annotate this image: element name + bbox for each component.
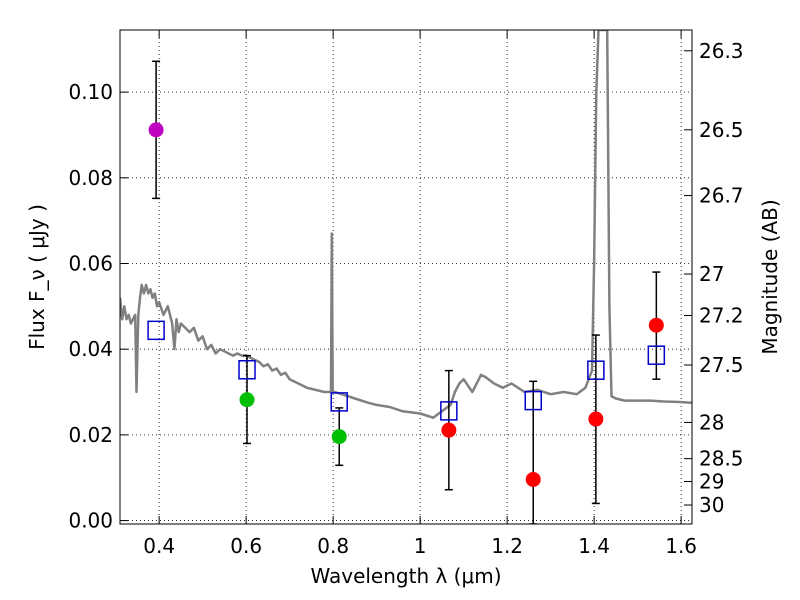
magnitude-tick-label: 27.2 [699, 304, 744, 328]
observed-uv-point [148, 122, 164, 138]
y-axis-title: Flux F_ν ( μJy ) [25, 204, 49, 350]
observed-nir-point [588, 411, 604, 427]
y-tick-label: 0.02 [68, 423, 113, 447]
model-photometry-point [330, 392, 348, 412]
model-photometry-point [147, 320, 165, 341]
model-spectrum [120, 30, 692, 419]
x-tick-label: 0.4 [143, 534, 175, 558]
model-photometry-point [587, 360, 605, 380]
observed-nir-point [648, 317, 664, 333]
x-tick-label: 1.6 [665, 534, 697, 558]
model-photometry-point [238, 360, 256, 380]
magnitude-tick-label: 26.7 [699, 184, 744, 208]
observed-nir-point [525, 471, 541, 487]
x-tick-label: 0.8 [317, 534, 349, 558]
data-markers [147, 122, 666, 487]
observed-optical-point [239, 392, 255, 408]
model-photometry-point [647, 345, 666, 365]
magnitude-tick-label: 27.5 [699, 353, 744, 377]
x-tick-label: 1 [414, 534, 427, 558]
x-tick-label: 1.2 [491, 534, 523, 558]
x-axis-title: Wavelength λ (μm) [310, 564, 501, 588]
y-axis-ticks: 0.00 0.02 0.04 0.06 0.08 0.10 [68, 80, 128, 533]
x-tick-label: 1.4 [578, 534, 610, 558]
observed-optical-point [331, 429, 347, 445]
magnitude-tick-label: 30 [699, 493, 724, 517]
magnitude-tick-label: 28 [699, 410, 724, 434]
magnitude-tick-label: 27 [699, 262, 724, 286]
y-tick-label: 0.10 [68, 80, 113, 104]
y-tick-label: 0.06 [68, 252, 113, 276]
plot-frame [119, 29, 693, 525]
x-axis-ticks: 0.4 0.6 0.8 1 1.2 1.4 1.6 [143, 30, 697, 558]
y-tick-label: 0.00 [68, 509, 113, 533]
magnitude-tick-label: 26.3 [699, 39, 744, 63]
model-photometry-point [440, 401, 458, 421]
observed-nir-point [441, 422, 457, 438]
model-photometry-point [524, 390, 542, 411]
magnitude-axis-title: Magnitude (AB) [758, 199, 782, 354]
x-tick-label: 0.6 [230, 534, 262, 558]
magnitude-tick-label: 28.5 [699, 447, 744, 471]
magnitude-tick-label: 29 [699, 469, 724, 493]
magnitude-tick-label: 26.5 [699, 118, 744, 142]
model-spectrum-line [120, 30, 692, 419]
y-tick-label: 0.04 [68, 337, 113, 361]
y-tick-label: 0.08 [68, 166, 113, 190]
